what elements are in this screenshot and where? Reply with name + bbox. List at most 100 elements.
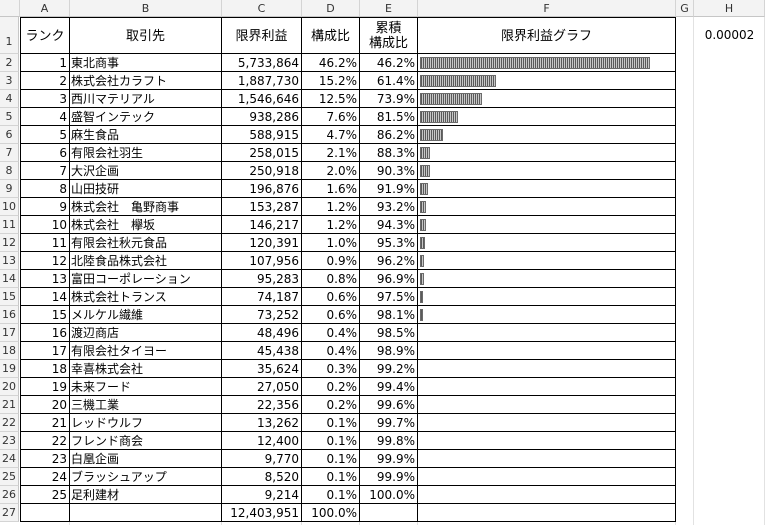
cell-customer-name[interactable]: 株式会社トランス (70, 288, 222, 306)
cell-cumulative[interactable]: 98.9% (360, 342, 418, 360)
cell-graph[interactable] (418, 198, 676, 216)
cell-margin[interactable]: 146,217 (222, 216, 302, 234)
cell-h1-value[interactable]: 0.00002 (704, 28, 755, 42)
row-header[interactable]: 10 (0, 198, 19, 216)
cell-cumulative[interactable]: 81.5% (360, 108, 418, 126)
cell-graph[interactable] (418, 288, 676, 306)
cell-cumulative[interactable]: 88.3% (360, 144, 418, 162)
cell-cumulative[interactable]: 95.3% (360, 234, 418, 252)
cell-cumulative[interactable]: 99.2% (360, 360, 418, 378)
cell-rank[interactable]: 24 (20, 468, 70, 486)
row-header[interactable]: 21 (0, 396, 19, 414)
cell-customer-name[interactable]: 渡辺商店 (70, 324, 222, 342)
cell-cumulative[interactable]: 91.9% (360, 180, 418, 198)
cell-customer-name[interactable]: 幸喜株式会社 (70, 360, 222, 378)
cell-customer-name[interactable]: 有限会社羽生 (70, 144, 222, 162)
cell-cumulative[interactable]: 99.7% (360, 414, 418, 432)
cell-cumulative[interactable]: 73.9% (360, 90, 418, 108)
cell-ratio[interactable]: 1.0% (302, 234, 360, 252)
cell-cumulative[interactable]: 46.2% (360, 54, 418, 72)
cell-rank[interactable]: 4 (20, 108, 70, 126)
cell-rank[interactable]: 2 (20, 72, 70, 90)
row-header[interactable]: 16 (0, 306, 19, 324)
cell-rank[interactable]: 21 (20, 414, 70, 432)
cell-ratio[interactable]: 2.0% (302, 162, 360, 180)
cell-cumulative[interactable]: 99.4% (360, 378, 418, 396)
cell-rank[interactable]: 23 (20, 450, 70, 468)
row-header[interactable]: 11 (0, 216, 19, 234)
cell-ratio[interactable]: 0.4% (302, 342, 360, 360)
cell-rank[interactable]: 22 (20, 432, 70, 450)
row-header[interactable]: 8 (0, 162, 19, 180)
row-header[interactable]: 15 (0, 288, 19, 306)
cell-rank[interactable]: 16 (20, 324, 70, 342)
row-header[interactable]: 12 (0, 234, 19, 252)
cell-margin[interactable]: 107,956 (222, 252, 302, 270)
cell-graph[interactable] (418, 414, 676, 432)
cell-graph[interactable] (418, 144, 676, 162)
cell-ratio[interactable]: 7.6% (302, 108, 360, 126)
cell-cumulative[interactable]: 86.2% (360, 126, 418, 144)
cell-ratio[interactable]: 15.2% (302, 72, 360, 90)
row-header[interactable]: 5 (0, 108, 19, 126)
cell-margin[interactable]: 8,520 (222, 468, 302, 486)
cell-ratio[interactable]: 0.1% (302, 414, 360, 432)
cell-cumulative[interactable]: 90.3% (360, 162, 418, 180)
cell-cumulative[interactable]: 98.5% (360, 324, 418, 342)
cell-total-empty[interactable] (360, 504, 418, 522)
row-header[interactable]: 23 (0, 432, 19, 450)
cell-cumulative[interactable]: 99.9% (360, 468, 418, 486)
cell-graph[interactable] (418, 342, 676, 360)
cell-cumulative[interactable]: 96.9% (360, 270, 418, 288)
cell-cumulative[interactable]: 99.6% (360, 396, 418, 414)
cell-graph[interactable] (418, 90, 676, 108)
column-header-a[interactable]: A (20, 0, 70, 17)
cell-total-empty[interactable] (70, 504, 222, 522)
cell-margin[interactable]: 27,050 (222, 378, 302, 396)
cell-rank[interactable]: 11 (20, 234, 70, 252)
cell-margin[interactable]: 45,438 (222, 342, 302, 360)
cell-ratio[interactable]: 12.5% (302, 90, 360, 108)
cell-customer-name[interactable]: 北陸食品株式会社 (70, 252, 222, 270)
cell-customer-name[interactable]: 西川マテリアル (70, 90, 222, 108)
cell-ratio[interactable]: 46.2% (302, 54, 360, 72)
cell-customer-name[interactable]: レッドウルフ (70, 414, 222, 432)
row-header[interactable]: 22 (0, 414, 19, 432)
cell-customer-name[interactable]: 有限会社秋元食品 (70, 234, 222, 252)
cell-margin[interactable]: 12,400 (222, 432, 302, 450)
cell-customer-name[interactable]: 山田技研 (70, 180, 222, 198)
cell-rank[interactable]: 1 (20, 54, 70, 72)
cell-customer-name[interactable]: 有限会社タイヨー (70, 342, 222, 360)
cell-rank[interactable]: 9 (20, 198, 70, 216)
cell-customer-name[interactable]: 株式会社 亀野商事 (70, 198, 222, 216)
cell-graph[interactable] (418, 54, 676, 72)
cell-cumulative[interactable]: 98.1% (360, 306, 418, 324)
cell-rank[interactable]: 5 (20, 126, 70, 144)
cell-graph[interactable] (418, 486, 676, 504)
cell-ratio[interactable]: 1.2% (302, 216, 360, 234)
column-header-b[interactable]: B (70, 0, 222, 17)
cell-cumulative[interactable]: 99.9% (360, 450, 418, 468)
cell-total-empty[interactable] (418, 504, 676, 522)
cell-margin[interactable]: 938,286 (222, 108, 302, 126)
cell-cumulative[interactable]: 97.5% (360, 288, 418, 306)
cell-cumulative[interactable]: 61.4% (360, 72, 418, 90)
row-header[interactable]: 13 (0, 252, 19, 270)
cell-rank[interactable]: 18 (20, 360, 70, 378)
cell-total-margin[interactable]: 12,403,951 (222, 504, 302, 522)
row-header[interactable]: 25 (0, 468, 19, 486)
cell-rank[interactable]: 3 (20, 90, 70, 108)
cell-ratio[interactable]: 0.1% (302, 450, 360, 468)
row-header[interactable]: 7 (0, 144, 19, 162)
cell-margin[interactable]: 74,187 (222, 288, 302, 306)
cell-customer-name[interactable]: 三機工業 (70, 396, 222, 414)
column-header-e[interactable]: E (360, 0, 418, 17)
cell-margin[interactable]: 9,214 (222, 486, 302, 504)
cell-graph[interactable] (418, 360, 676, 378)
row-header[interactable]: 6 (0, 126, 19, 144)
cell-ratio[interactable]: 1.6% (302, 180, 360, 198)
cell-customer-name[interactable]: 盛智インテック (70, 108, 222, 126)
cell-rank[interactable]: 7 (20, 162, 70, 180)
row-header[interactable]: 24 (0, 450, 19, 468)
cell-ratio[interactable]: 0.1% (302, 468, 360, 486)
